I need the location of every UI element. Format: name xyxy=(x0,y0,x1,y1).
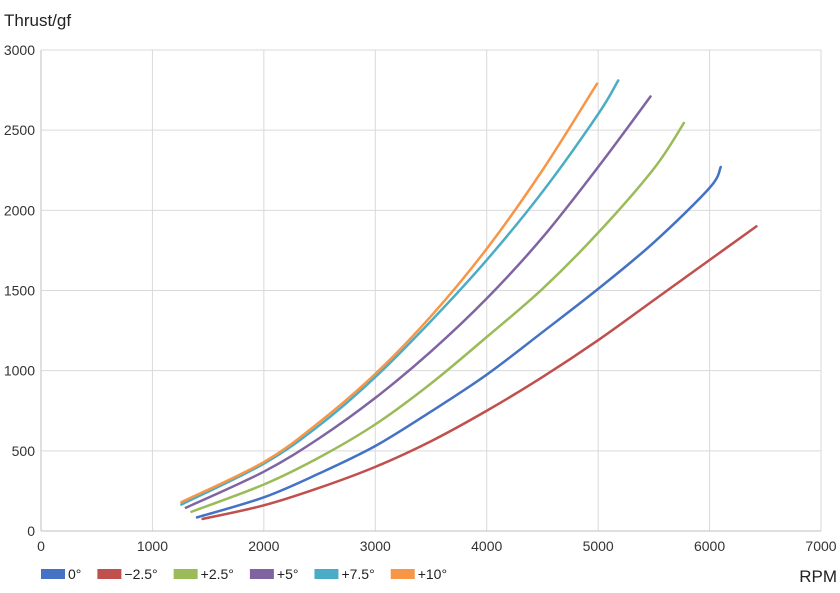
legend-label-0: 0° xyxy=(68,566,81,582)
x-tick-label: 6000 xyxy=(694,538,725,554)
series-line-1 xyxy=(201,225,758,521)
x-tick-label: 7000 xyxy=(805,538,836,554)
legend-swatch-5 xyxy=(390,569,415,579)
legend-swatch-3 xyxy=(249,569,274,579)
x-tick-label: 1000 xyxy=(137,538,168,554)
y-tick-label: 2500 xyxy=(4,122,35,138)
legend-swatch-2 xyxy=(173,569,198,579)
y-tick-label: 0 xyxy=(27,523,35,539)
y-tick-label: 1000 xyxy=(4,363,35,379)
series-layer xyxy=(180,79,758,521)
series-line-0 xyxy=(195,165,722,519)
series-line-2 xyxy=(190,121,686,514)
legend-swatch-1 xyxy=(97,569,122,579)
x-tick-label: 3000 xyxy=(360,538,391,554)
x-tick-label: 2000 xyxy=(248,538,279,554)
y-tick-label: 2000 xyxy=(4,202,35,218)
legend-swatch-4 xyxy=(314,569,339,579)
legend-label-5: +10° xyxy=(418,566,447,582)
x-tick-label: 5000 xyxy=(583,538,614,554)
series-line-5 xyxy=(180,82,599,504)
legend-label-4: +7.5° xyxy=(341,566,374,582)
legend-label-2: +2.5° xyxy=(201,566,234,582)
y-axis-title: Thrust/gf xyxy=(4,11,71,30)
grid-layer xyxy=(40,49,822,532)
legend-label-1: −2.5° xyxy=(124,566,157,582)
series-line-3 xyxy=(184,95,652,509)
y-tick-label: 500 xyxy=(12,443,36,459)
y-tick-label: 1500 xyxy=(4,283,35,299)
series-line-4 xyxy=(180,79,620,506)
tick-layer: 0 1000 2000 3000 4000 5000 6000 7000 0 500 1000 150… xyxy=(4,42,837,554)
y-tick-label: 3000 xyxy=(4,42,35,58)
legend-label-3: +5° xyxy=(277,566,299,582)
legend: 0° −2.5° +2.5° +5° +7.5° +10° xyxy=(41,566,447,582)
x-axis-title: RPM xyxy=(799,567,837,586)
legend-swatch-0 xyxy=(41,569,65,579)
x-tick-label: 0 xyxy=(37,538,45,554)
x-tick-label: 4000 xyxy=(471,538,502,554)
